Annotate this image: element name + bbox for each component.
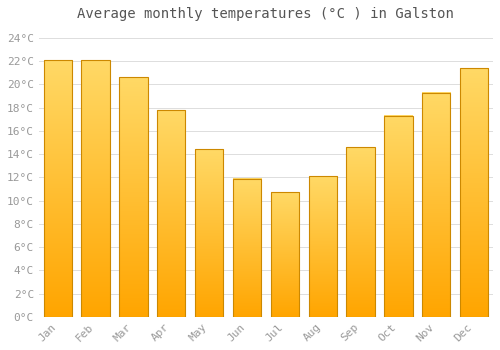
Bar — [233, 178, 261, 317]
Bar — [195, 149, 224, 317]
Bar — [308, 176, 337, 317]
Bar — [422, 92, 450, 317]
Bar — [384, 116, 412, 317]
Bar — [270, 193, 299, 317]
Bar — [460, 68, 488, 317]
Bar — [82, 60, 110, 317]
Title: Average monthly temperatures (°C ) in Galston: Average monthly temperatures (°C ) in Ga… — [78, 7, 454, 21]
Bar — [44, 60, 72, 317]
Bar — [346, 147, 375, 317]
Bar — [157, 110, 186, 317]
Bar — [119, 77, 148, 317]
